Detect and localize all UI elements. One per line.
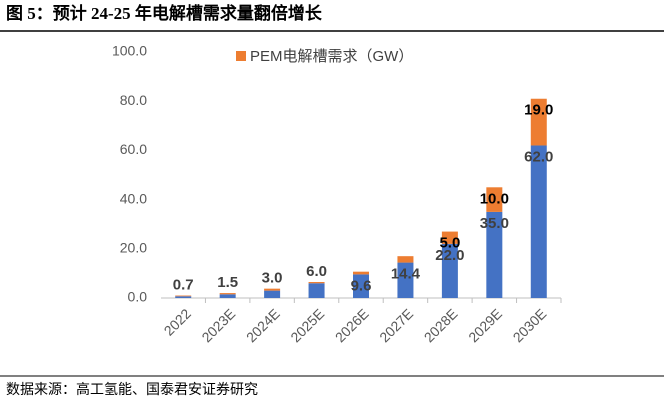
- value-label: 1.5: [217, 274, 238, 291]
- y-tick-label: 100.0: [112, 43, 147, 59]
- bar-segment: [530, 98, 547, 146]
- value-label: 62.0: [524, 148, 553, 165]
- x-tick-label: 2028E: [421, 305, 461, 345]
- bar-segment: [219, 293, 236, 295]
- bar-segment: [441, 243, 458, 298]
- legend-label: PEM电解槽需求（GW）: [250, 48, 413, 65]
- source: 数据来源：高工氢能、国泰君安证券研究: [6, 381, 258, 398]
- value-label: 14.4: [391, 266, 421, 283]
- bar-segment: [441, 231, 458, 244]
- x-tick-label: 2029E: [465, 305, 505, 345]
- value-label: 10.0: [480, 190, 509, 207]
- x-tick-label: 2024E: [243, 305, 283, 345]
- bar-segment: [308, 282, 325, 284]
- value-label: 5.0: [439, 235, 460, 252]
- value-label: 35.0: [480, 215, 509, 232]
- value-label: 22.0: [435, 247, 464, 264]
- bar-segment: [486, 187, 503, 212]
- x-tick-label: 2022: [161, 305, 194, 338]
- x-tick-label: 2027E: [376, 305, 416, 345]
- value-label: 3.0: [262, 270, 283, 287]
- x-tick-label: 2030E: [510, 305, 550, 345]
- bar-segment: [397, 256, 414, 263]
- value-label: 9.6: [351, 277, 372, 294]
- x-tick-label: 2023E: [198, 305, 238, 345]
- value-label: 0.7: [173, 277, 194, 294]
- bar-segment: [308, 283, 325, 298]
- bar-segment: [264, 290, 281, 298]
- bar-segment: [530, 145, 547, 298]
- bar-segment: [353, 274, 369, 298]
- bar-segment: [397, 262, 414, 298]
- value-label: 19.0: [524, 102, 553, 119]
- y-tick-label: 0.0: [128, 289, 148, 305]
- bar-segment: [219, 294, 236, 298]
- bar-segment: [264, 288, 281, 291]
- y-tick-label: 20.0: [120, 240, 147, 256]
- legend-swatch: [236, 51, 246, 61]
- bar-segment: [353, 271, 369, 275]
- value-label: 6.0: [306, 263, 327, 280]
- bar-segment: [175, 295, 192, 297]
- y-tick-label: 60.0: [120, 141, 147, 157]
- x-tick-label: 2025E: [287, 305, 327, 345]
- y-tick-label: 40.0: [120, 190, 147, 206]
- bar-segment: [175, 296, 192, 298]
- bar-segment: [486, 211, 503, 298]
- y-tick-label: 80.0: [120, 92, 147, 108]
- chart-title: 图 5：预计 24-25 年电解槽需求量翻倍增长: [6, 3, 323, 23]
- x-tick-label: 2026E: [332, 305, 372, 345]
